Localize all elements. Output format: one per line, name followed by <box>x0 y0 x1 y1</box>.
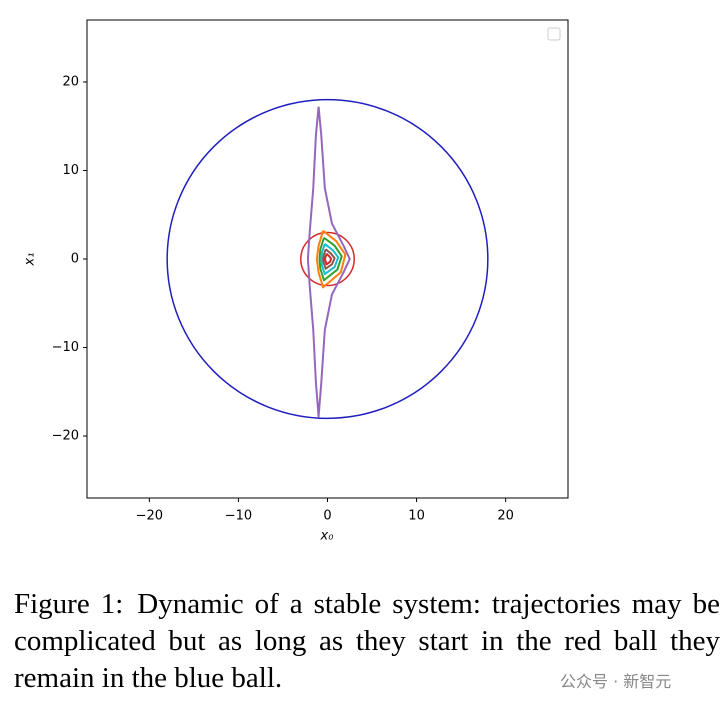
caption-label: Figure 1: <box>14 588 124 620</box>
plot-frame <box>86 19 569 499</box>
y-axis-label: x₁ <box>23 253 38 267</box>
y-tick-label: −10 <box>52 340 79 355</box>
trajectory <box>315 229 347 289</box>
plot-area <box>166 98 489 420</box>
y-tick-label: 10 <box>62 163 79 178</box>
caption-text: Dynamic of a stable system: trajectories… <box>14 588 720 694</box>
trajectory <box>323 252 333 266</box>
x-tick-label: −10 <box>225 509 252 524</box>
x-tick-label: 10 <box>408 509 425 524</box>
trajectory <box>318 236 343 282</box>
x-tick-label: −20 <box>136 509 163 524</box>
trajectory <box>306 106 351 418</box>
x-axis-label: x₀ <box>320 529 335 544</box>
trajectory <box>320 243 340 276</box>
legend <box>547 27 561 41</box>
chart: x₀ x₁ −20 −10 0 10 20 −20 −10 0 10 20 <box>23 19 569 544</box>
x-tick-label: 20 <box>497 509 514 524</box>
caption: Figure 1: Dynamic of a stable system: tra… <box>14 586 720 697</box>
ball <box>166 98 489 420</box>
y-tick-label: 0 <box>71 252 79 267</box>
x-tick-label: 0 <box>323 509 331 524</box>
ball <box>300 231 355 287</box>
watermark: 公众号 · 新智元 <box>560 672 672 691</box>
trajectory <box>322 248 336 270</box>
y-tick-label: −20 <box>52 429 79 444</box>
y-tick-label: 20 <box>62 74 79 89</box>
